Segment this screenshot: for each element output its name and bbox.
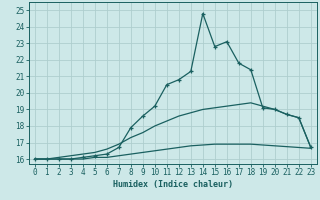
X-axis label: Humidex (Indice chaleur): Humidex (Indice chaleur) bbox=[113, 180, 233, 189]
